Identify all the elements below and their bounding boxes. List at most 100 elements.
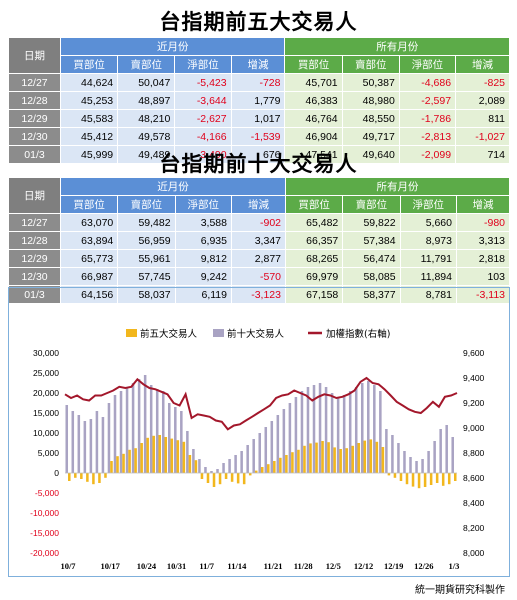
top5-bar (212, 473, 216, 487)
top10-bar (210, 471, 213, 473)
top10-bar (89, 419, 93, 473)
top10-bar (174, 407, 177, 473)
top10-bar (403, 451, 406, 473)
column-header: 淨部位 (399, 195, 457, 214)
top10-bar (240, 451, 243, 473)
top5-bar (273, 461, 276, 473)
top10-bar (373, 385, 376, 473)
table-cell: 48,550 (341, 109, 400, 128)
header-row: 日期 近月份 所有月份 (8, 37, 510, 74)
table-cell: -2,813 (398, 127, 457, 146)
column-header: 賣部位 (341, 55, 400, 74)
top10-bar (168, 403, 171, 473)
row-date: 01/3 (8, 285, 61, 304)
top5-bar (447, 473, 451, 485)
x-tick-label: 10/24 (137, 561, 157, 571)
subheader-row: 買部位 賣部位 淨部位 增減 買部位 賣部位 淨部位 增減 (9, 195, 511, 214)
column-header: 買部位 (284, 195, 344, 214)
top5-bar (104, 473, 107, 478)
column-header: 增減 (455, 195, 511, 214)
table-cell: 56,474 (342, 249, 401, 268)
top5-bar (146, 437, 149, 473)
top5-bar (453, 473, 457, 481)
near-month-header: 近月份 (59, 37, 286, 56)
y-left-tick-label: -5,000 (35, 488, 59, 498)
x-tick-label: 11/21 (264, 561, 283, 571)
table-row: 12/28 45,253 48,897 -3,644 1,779 46,383 48,980… (8, 91, 510, 110)
table-cell: 64,156 (59, 285, 119, 304)
table-row: 12/27 44,624 50,047 -5,423 -728 45,701 50,387-… (8, 73, 510, 92)
x-tick-label: 12/19 (384, 561, 403, 571)
table-cell: 3,588 (174, 213, 232, 232)
x-tick-label: 1/3 (449, 561, 460, 571)
row-date: 12/27 (8, 213, 61, 232)
column-header: 增減 (230, 195, 287, 214)
table-cell: 9,242 (174, 267, 232, 286)
top5-bar (68, 473, 71, 481)
top5-bar (140, 443, 143, 473)
table-cell: -1,786 (398, 109, 457, 128)
top10-bar (107, 403, 111, 473)
top10-bar (379, 391, 382, 473)
table1-title: 台指期前五大交易人 (159, 10, 358, 34)
column-header: 淨部位 (174, 55, 232, 74)
top10-bar (65, 405, 69, 473)
top5-bar (267, 464, 270, 473)
legend-label: 前十大交易人 (227, 328, 285, 340)
top10-bar (252, 439, 255, 473)
all-months-header: 所有月份 (285, 177, 510, 196)
top10-bar (439, 429, 442, 473)
top10-bar (451, 437, 454, 473)
top10-bar (149, 385, 153, 473)
positions-index-chart: -20,000 -15,000 -10,000 -5,000 0 5,000 10,000 1… (30, 328, 484, 571)
table-cell: 6,119 (174, 285, 232, 304)
top10-bar (427, 451, 430, 473)
top5-bar (387, 473, 391, 476)
date-header: 日期 (8, 177, 61, 214)
top10-bar (161, 391, 165, 473)
table-row: 12/28 63,894 56,959 6,935 3,347 66,357 57,384 8… (8, 231, 511, 250)
top5-bar (429, 473, 433, 485)
table-cell: 58,085 (342, 267, 401, 286)
table-cell: -2,597 (398, 91, 457, 110)
top5-bar (206, 473, 210, 483)
y-left-tick-label: 15,000 (33, 408, 59, 418)
top5-bar (375, 441, 379, 473)
x-tick-label: 10/7 (60, 561, 76, 571)
table-cell: 67,158 (284, 285, 344, 304)
table-cell: 49,717 (341, 127, 400, 146)
table-cell: 57,384 (342, 231, 401, 250)
row-date: 12/27 (8, 73, 61, 92)
top5-bar (279, 457, 282, 473)
table-cell: 45,999 (59, 145, 119, 164)
row-date: 12/30 (8, 267, 61, 286)
y-left-tick-label: 20,000 (33, 388, 59, 398)
subheader-row: 買部位 賣部位 淨部位 增減 買部位 賣部位 淨部位 增減 (9, 55, 510, 74)
table-cell: 3,347 (230, 231, 287, 250)
top10-bar (143, 375, 147, 473)
top5-bar (321, 441, 324, 473)
table-cell: -3,644 (174, 91, 232, 110)
top10-bar (348, 391, 352, 473)
top10-bar (433, 441, 436, 473)
top5-bar (261, 467, 264, 473)
top5-bar (357, 443, 361, 473)
top10-bar (137, 379, 141, 473)
top5-bar (291, 452, 294, 473)
top10-bar (234, 455, 237, 473)
table-cell: 46,904 (284, 127, 343, 146)
table-cell: 59,822 (342, 213, 401, 232)
y-left-tick-label: 25,000 (33, 368, 59, 378)
top10-bar (71, 411, 75, 473)
top5-bar (218, 473, 222, 485)
table2-title: 台指期前十大交易人 (159, 152, 358, 176)
top5-traders-table: 日期 近月份 所有月份 買部位 賣部位 淨部位 增減 買部位 賣部位 淨部位 增減 12/27 44,6… (8, 37, 510, 164)
table-cell: 66,987 (59, 267, 119, 286)
top10-bar (397, 443, 400, 473)
table-cell: 48,210 (117, 109, 176, 128)
top5-bar (339, 449, 342, 473)
top5-bar (309, 443, 312, 473)
top10-bar (125, 387, 129, 473)
top5-bar (170, 438, 174, 473)
x-tick-label: 10/31 (167, 561, 186, 571)
